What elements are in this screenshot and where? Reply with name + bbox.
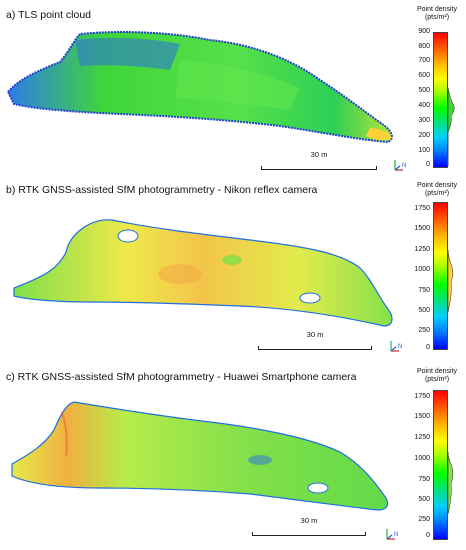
panel-b-point-cloud (13, 219, 393, 327)
cb-tick: 250 (418, 516, 430, 523)
cb-tick: 0 (426, 344, 430, 351)
panel-c-north-arrow-icon: N (386, 529, 398, 540)
panel-b-scalebar-label: 30 m (306, 330, 324, 339)
panel-b-colorbar-title: Point density (pts/m²) (416, 182, 458, 197)
panel-c-colorbar-title: Point density (pts/m²) (416, 368, 458, 383)
cb-tick: 1750 (414, 205, 430, 212)
panel-b-north-arrow-icon: N (390, 341, 402, 352)
cb-tick: 500 (418, 307, 430, 314)
panel-b-colorbar (433, 202, 448, 350)
panel-a-colorbar (433, 32, 448, 168)
cb-tick: 250 (418, 327, 430, 334)
scalebar-line (258, 349, 372, 350)
panel-a-colorbar-histogram (448, 87, 455, 166)
panel-c-title: c) RTK GNSS-assisted SfM photogrammetry … (6, 371, 357, 383)
panel-b-scalebar: 30 m (258, 330, 372, 350)
scalebar-tick-right (371, 346, 372, 350)
cb-tick: 750 (418, 287, 430, 294)
panel-a-point-cloud (6, 31, 393, 144)
cb-tick: 1500 (414, 413, 430, 420)
cb-tick: 1000 (414, 455, 430, 462)
panel-a-scalebar: 30 m (261, 150, 377, 170)
cb-tick: 0 (426, 161, 430, 168)
panel-c-point-cloud (11, 401, 389, 511)
cb-tick: 600 (418, 72, 430, 79)
scalebar-tick-left (261, 166, 262, 170)
cb-tick: 500 (418, 496, 430, 503)
cb-tick: 500 (418, 87, 430, 94)
panel-c-scalebar: 30 m (252, 516, 366, 536)
panel-a-north-label: N (402, 163, 406, 169)
scalebar-line (261, 169, 377, 170)
panel-c-scalebar-label: 30 m (300, 516, 318, 525)
panel-b-north-label: N (398, 344, 402, 350)
panel-c: c) RTK GNSS-assisted SfM photogrammetry … (0, 360, 466, 550)
panel-a: a) TLS point cloud 30 m N Point density … (0, 0, 466, 178)
scalebar-tick-left (258, 346, 259, 350)
cb-tick: 900 (418, 28, 430, 35)
panel-c-north-label: N (394, 532, 398, 538)
scalebar-tick-left (252, 532, 253, 536)
panel-a-colorbar-title: Point density (pts/m²) (416, 6, 458, 21)
cb-tick: 100 (418, 147, 430, 154)
cb-tick: 200 (418, 132, 430, 139)
cb-tick: 1250 (414, 434, 430, 441)
cb-tick: 1000 (414, 266, 430, 273)
scalebar-tick-right (365, 532, 366, 536)
cb-tick: 750 (418, 476, 430, 483)
cb-tick: 0 (426, 532, 430, 539)
scalebar-tick-right (376, 166, 377, 170)
panel-c-colorbar (433, 390, 448, 540)
cb-tick: 700 (418, 57, 430, 64)
scalebar-line (252, 535, 366, 536)
cb-tick: 300 (418, 117, 430, 124)
cb-tick: 1750 (414, 393, 430, 400)
cb-tick: 1250 (414, 246, 430, 253)
panel-b-colorbar-histogram (448, 249, 454, 313)
panel-b-title: b) RTK GNSS-assisted SfM photogrammetry … (6, 184, 318, 196)
cb-tick: 800 (418, 43, 430, 50)
panel-a-scalebar-label: 30 m (310, 150, 328, 159)
panel-b: b) RTK GNSS-assisted SfM photogrammetry … (0, 178, 466, 360)
cb-tick: 400 (418, 102, 430, 109)
panel-a-north-arrow-icon: N (394, 160, 406, 171)
panel-a-title: a) TLS point cloud (6, 9, 92, 21)
cb-tick: 1500 (414, 225, 430, 232)
panel-c-colorbar-histogram (448, 451, 454, 515)
